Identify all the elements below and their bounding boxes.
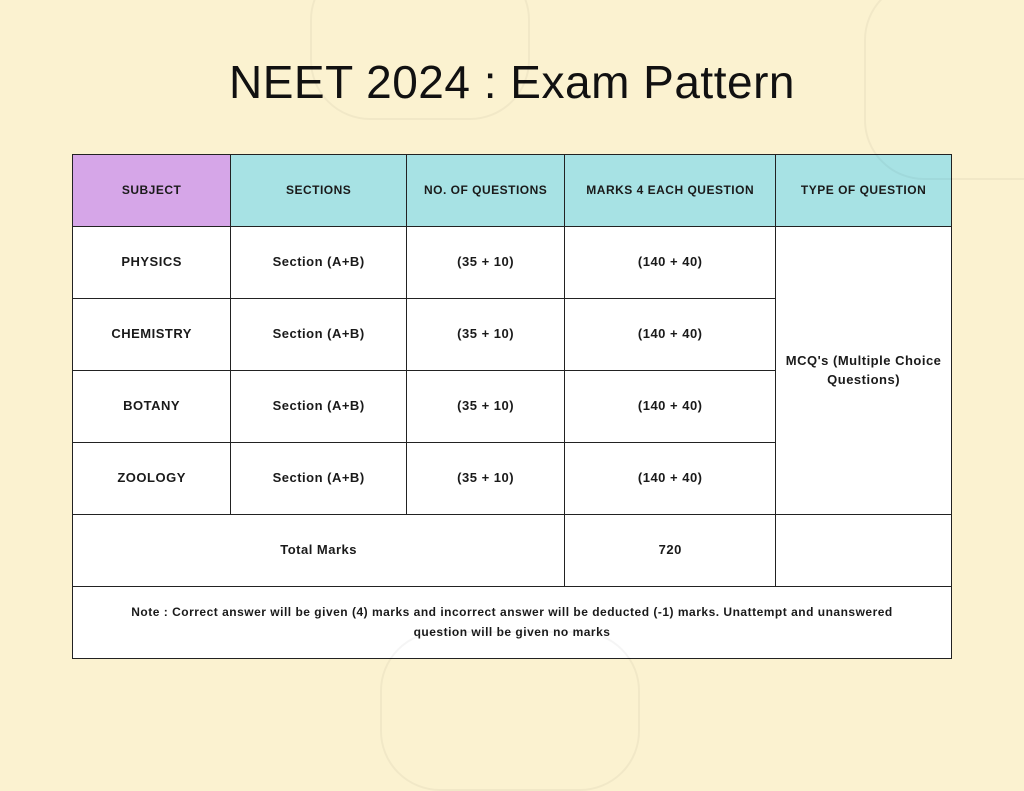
table-total-row: Total Marks 720 — [73, 515, 952, 587]
cell-questions: (35 + 10) — [407, 443, 565, 515]
table-header-row: SUBJECT SECTIONS NO. OF QUESTIONS MARKS … — [73, 155, 952, 227]
total-label: Total Marks — [73, 515, 565, 587]
cell-sections: Section (A+B) — [231, 227, 407, 299]
cell-sections: Section (A+B) — [231, 443, 407, 515]
cell-marks: (140 + 40) — [565, 227, 776, 299]
cell-questions: (35 + 10) — [407, 299, 565, 371]
cell-questions: (35 + 10) — [407, 371, 565, 443]
table-row: PHYSICS Section (A+B) (35 + 10) (140 + 4… — [73, 227, 952, 299]
cell-sections: Section (A+B) — [231, 299, 407, 371]
cell-subject: CHEMISTRY — [73, 299, 231, 371]
col-marks: MARKS 4 EACH QUESTION — [565, 155, 776, 227]
cell-subject: PHYSICS — [73, 227, 231, 299]
cell-marks: (140 + 40) — [565, 371, 776, 443]
cell-marks: (140 + 40) — [565, 299, 776, 371]
exam-pattern-table: SUBJECT SECTIONS NO. OF QUESTIONS MARKS … — [72, 154, 952, 659]
cell-subject: ZOOLOGY — [73, 443, 231, 515]
cell-subject: BOTANY — [73, 371, 231, 443]
cell-sections: Section (A+B) — [231, 371, 407, 443]
cell-type-of-question: MCQ's (Multiple Choice Questions) — [776, 227, 952, 515]
cell-questions: (35 + 10) — [407, 227, 565, 299]
total-value: 720 — [565, 515, 776, 587]
col-sections: SECTIONS — [231, 155, 407, 227]
total-empty — [776, 515, 952, 587]
col-questions: NO. OF QUESTIONS — [407, 155, 565, 227]
note-label: Note : — [131, 605, 168, 619]
col-subject: SUBJECT — [73, 155, 231, 227]
cell-marks: (140 + 40) — [565, 443, 776, 515]
